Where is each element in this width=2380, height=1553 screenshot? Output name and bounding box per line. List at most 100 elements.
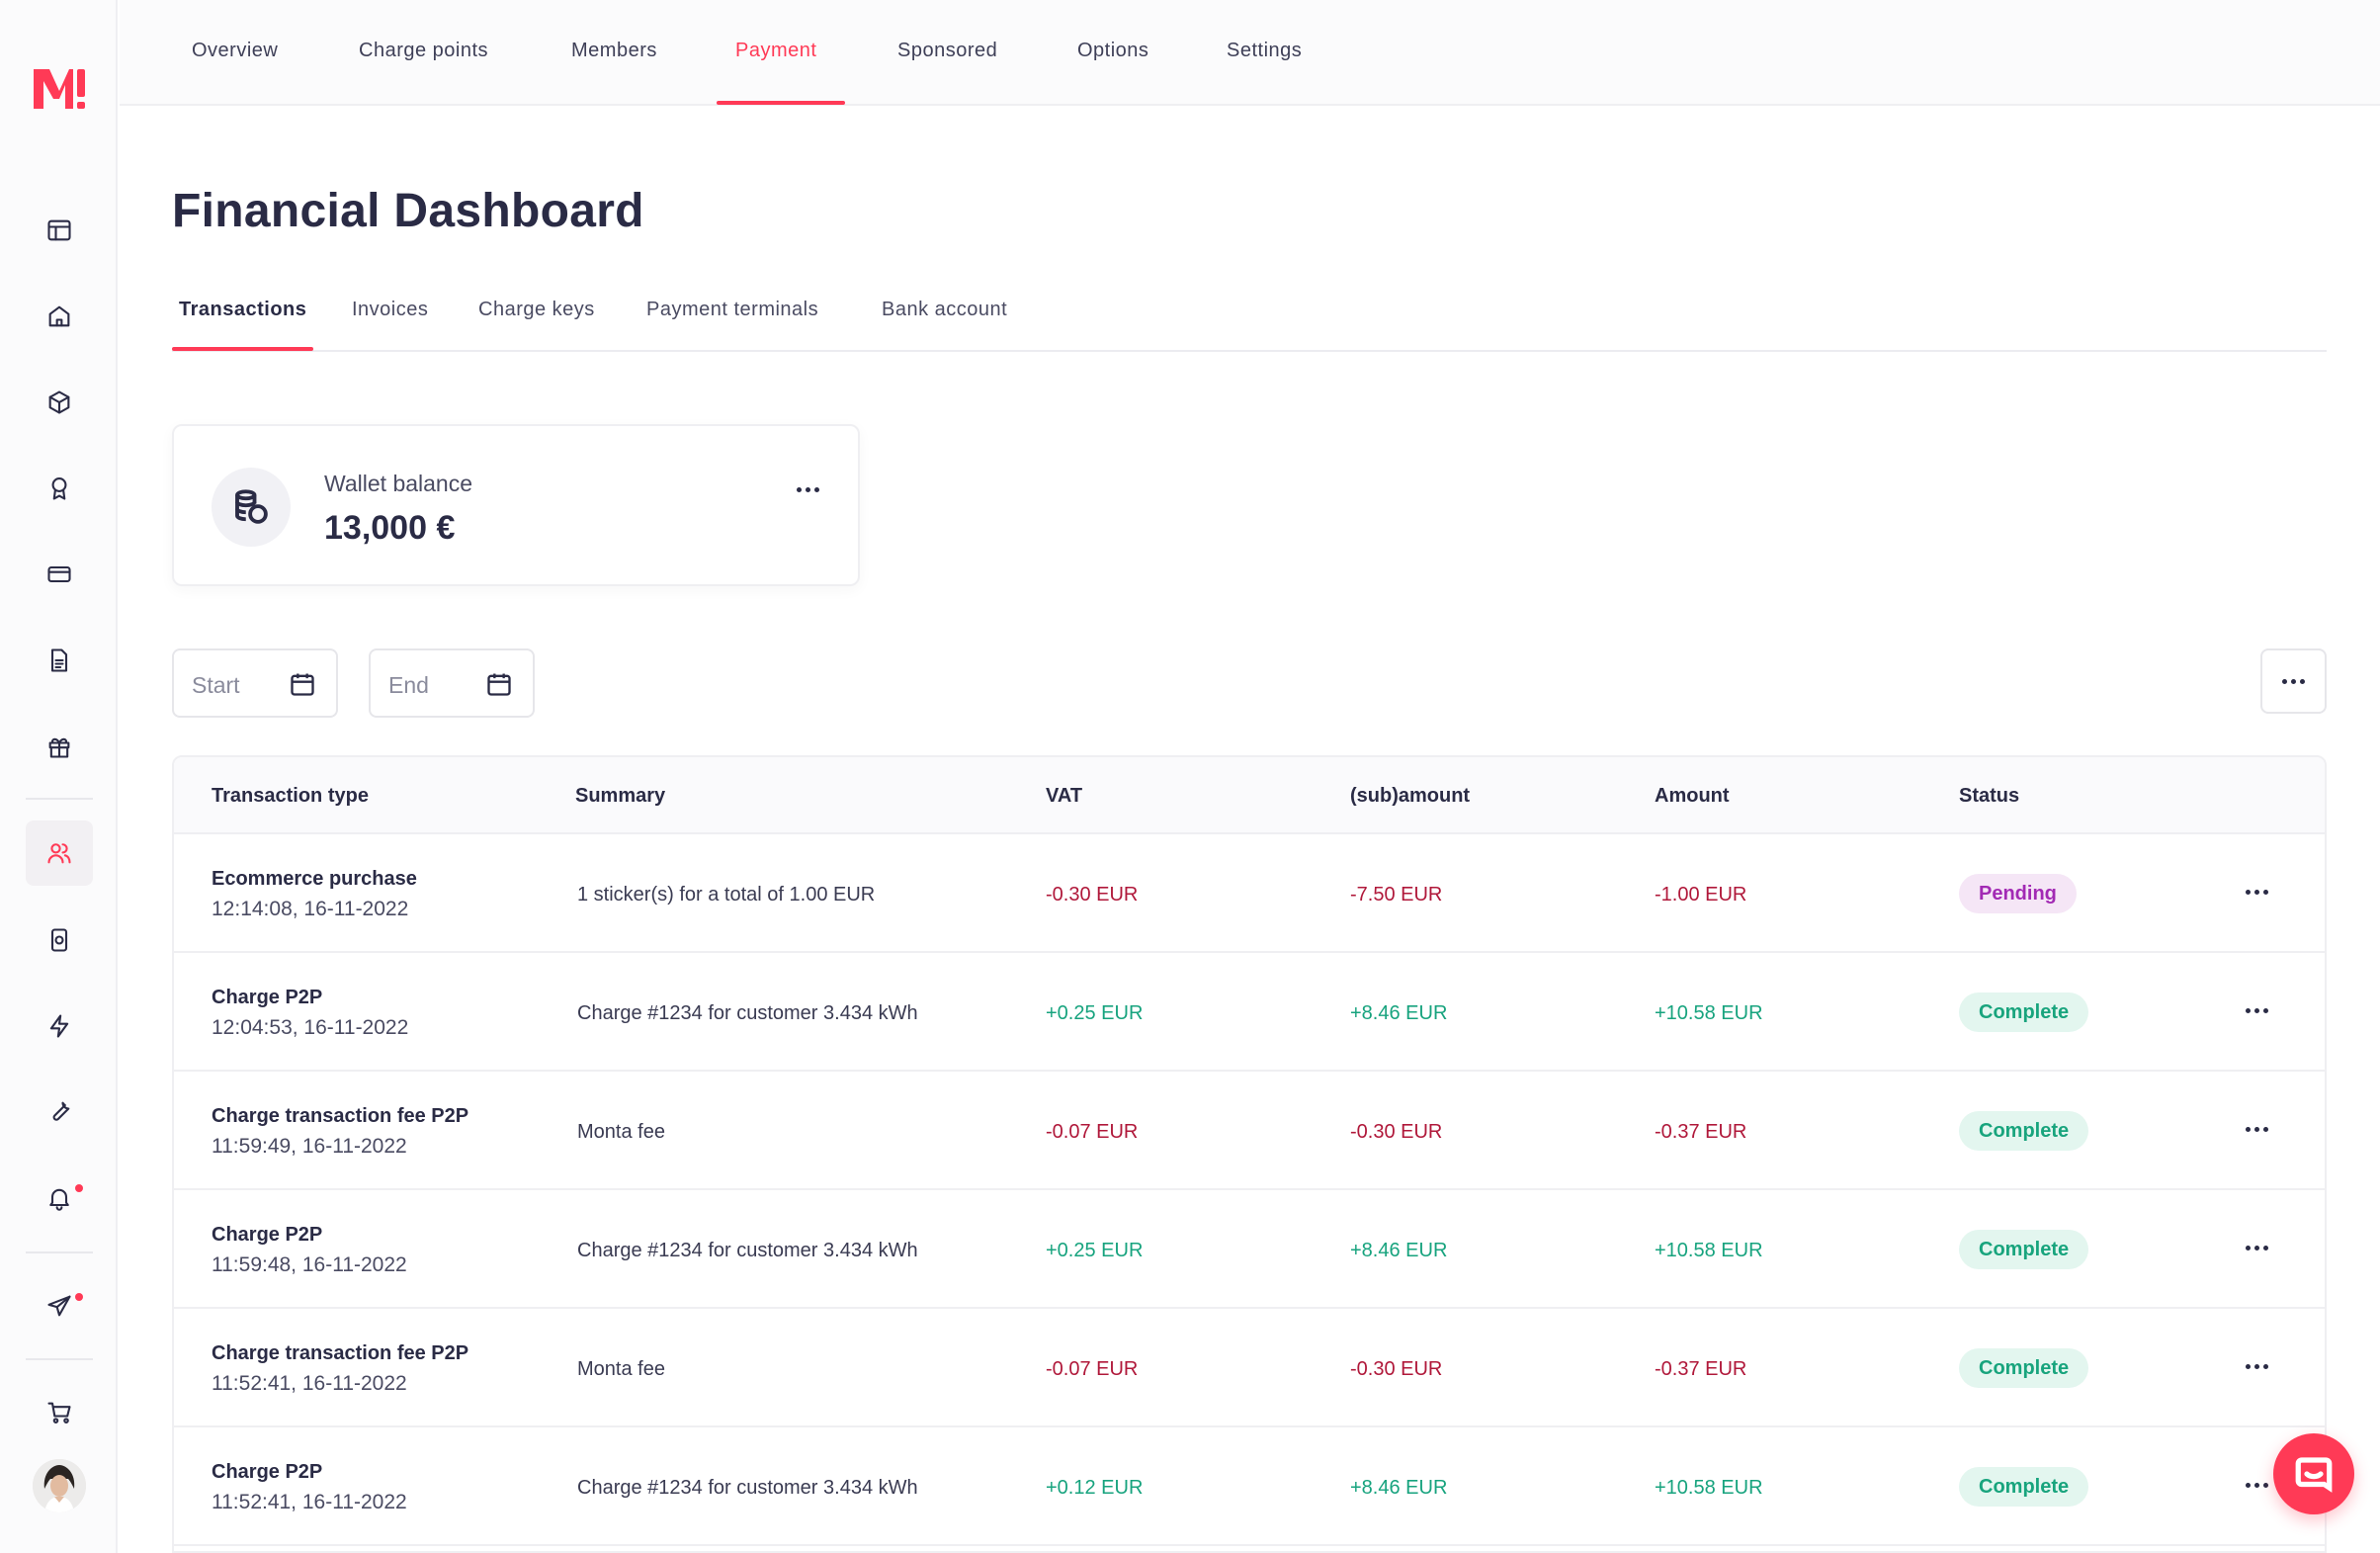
transaction-amount: -0.37 EUR xyxy=(1655,1121,1747,1143)
wallet-label: Wallet balance xyxy=(324,471,473,496)
row-more-icon[interactable] xyxy=(2240,1121,2274,1138)
members-icon[interactable] xyxy=(26,820,93,886)
nav-sponsored[interactable]: Sponsored xyxy=(897,40,998,61)
document-icon[interactable] xyxy=(26,628,93,693)
nav-options[interactable]: Options xyxy=(1077,40,1149,61)
transaction-summary: Charge #1234 for customer 3.434 kWh xyxy=(577,1477,918,1499)
end-date-field[interactable]: End xyxy=(369,648,535,718)
transaction-subamount: +8.46 EUR xyxy=(1350,1002,1448,1024)
transaction-amount: +10.58 EUR xyxy=(1655,1240,1763,1261)
page-title: Financial Dashboard xyxy=(172,185,644,237)
start-date-field[interactable]: Start xyxy=(172,648,338,718)
transaction-subamount: -0.30 EUR xyxy=(1350,1121,1443,1143)
tab-transactions[interactable]: Transactions xyxy=(179,299,307,320)
sidebar xyxy=(0,0,118,1553)
header-amount[interactable]: Amount xyxy=(1655,785,1730,807)
status-badge: Complete xyxy=(1959,1348,2089,1388)
bell-icon[interactable] xyxy=(26,1165,93,1231)
tab-invoices[interactable]: Invoices xyxy=(352,299,429,320)
gift-icon[interactable] xyxy=(26,714,93,779)
transaction-amount: +10.58 EUR xyxy=(1655,1477,1763,1499)
status-badge: Complete xyxy=(1959,1467,2089,1507)
transaction-type: Ecommerce purchase xyxy=(212,868,417,890)
tab-payment-terminals[interactable]: Payment terminals xyxy=(646,299,819,320)
transaction-type: Charge P2P xyxy=(212,987,323,1008)
sub-tabs: Transactions Invoices Charge keys Paymen… xyxy=(172,295,2327,352)
chat-icon xyxy=(2295,1457,2333,1493)
box-icon[interactable] xyxy=(26,370,93,435)
transaction-amount: -0.37 EUR xyxy=(1655,1358,1747,1380)
chat-button[interactable] xyxy=(2273,1433,2354,1514)
cart-icon[interactable] xyxy=(26,1380,93,1445)
row-more-icon[interactable] xyxy=(2240,1002,2274,1019)
sidebar-divider xyxy=(26,1251,93,1253)
credit-card-icon[interactable] xyxy=(26,542,93,607)
transaction-time: 12:14:08, 16-11-2022 xyxy=(212,898,409,920)
transaction-type: Charge P2P xyxy=(212,1224,323,1246)
transaction-subamount: +8.46 EUR xyxy=(1350,1240,1448,1261)
start-date-placeholder: Start xyxy=(192,672,240,698)
transaction-summary: 1 sticker(s) for a total of 1.00 EUR xyxy=(577,884,876,906)
header-vat[interactable]: VAT xyxy=(1046,785,1083,807)
table-row[interactable]: Charge P2P 11:59:48, 16-11-2022 Charge #12… xyxy=(174,1190,2325,1309)
notification-dot xyxy=(75,1293,83,1301)
home-icon[interactable] xyxy=(26,284,93,349)
transaction-subamount: +8.46 EUR xyxy=(1350,1477,1448,1499)
transaction-summary: Monta fee xyxy=(577,1121,665,1143)
table-row[interactable]: Ecommerce purchase 12:14:08, 16-11-2022 1 … xyxy=(174,834,2325,953)
transactions-table: Transaction type Summary VAT (sub)amount… xyxy=(172,755,2327,1553)
nav-settings[interactable]: Settings xyxy=(1227,40,1303,61)
transaction-vat: -0.07 EUR xyxy=(1046,1358,1139,1380)
table-header: Transaction type Summary VAT (sub)amount… xyxy=(174,757,2325,834)
nav-charge-points[interactable]: Charge points xyxy=(359,40,489,61)
nav-active-underline xyxy=(717,101,845,105)
status-badge: Complete xyxy=(1959,992,2089,1032)
award-icon[interactable] xyxy=(26,456,93,521)
nav-payment[interactable]: Payment xyxy=(735,40,817,61)
transaction-amount: +10.58 EUR xyxy=(1655,1002,1763,1024)
row-more-icon[interactable] xyxy=(2240,1358,2274,1375)
transaction-time: 11:59:49, 16-11-2022 xyxy=(212,1135,407,1158)
sidebar-divider xyxy=(26,1358,93,1360)
coins-icon xyxy=(212,468,291,547)
status-badge: Complete xyxy=(1959,1230,2089,1269)
dashboard-icon[interactable] xyxy=(26,198,93,263)
transaction-vat: -0.30 EUR xyxy=(1046,884,1139,906)
header-summary[interactable]: Summary xyxy=(575,785,666,807)
table-row[interactable]: Charge transaction fee P2P 11:52:41, 16-1… xyxy=(174,1309,2325,1427)
notification-dot xyxy=(75,1184,83,1192)
tab-active-underline xyxy=(172,347,313,351)
tab-bank-account[interactable]: Bank account xyxy=(882,299,1008,320)
nav-overview[interactable]: Overview xyxy=(192,40,279,61)
transaction-summary: Monta fee xyxy=(577,1358,665,1380)
transaction-summary: Charge #1234 for customer 3.434 kWh xyxy=(577,1002,918,1024)
lightning-icon[interactable] xyxy=(26,993,93,1059)
brand-logo[interactable] xyxy=(30,61,89,117)
transaction-time: 11:52:41, 16-11-2022 xyxy=(212,1491,407,1513)
table-row[interactable]: Charge transaction fee P2P 11:59:49, 16-1… xyxy=(174,1072,2325,1190)
header-subamount[interactable]: (sub)amount xyxy=(1350,785,1471,807)
tab-charge-keys[interactable]: Charge keys xyxy=(478,299,595,320)
transaction-subamount: -7.50 EUR xyxy=(1350,884,1443,906)
transaction-vat: +0.25 EUR xyxy=(1046,1002,1144,1024)
top-nav: Overview Charge points Members Payment S… xyxy=(120,0,2380,106)
transaction-time: 11:59:48, 16-11-2022 xyxy=(212,1253,407,1276)
row-more-icon[interactable] xyxy=(2240,1477,2274,1494)
header-transaction-type[interactable]: Transaction type xyxy=(212,785,369,807)
nav-members[interactable]: Members xyxy=(571,40,657,61)
avatar[interactable] xyxy=(33,1459,86,1512)
charger-icon[interactable] xyxy=(26,907,93,973)
header-status[interactable]: Status xyxy=(1959,785,2020,807)
table-more-button[interactable] xyxy=(2260,648,2327,714)
table-row[interactable]: Charge P2P 12:04:53, 16-11-2022 Charge #12… xyxy=(174,953,2325,1072)
wrench-icon[interactable] xyxy=(26,1079,93,1145)
table-row[interactable]: Charge P2P 11:52:41, 16-11-2022 Charge #12… xyxy=(174,1427,2325,1546)
wallet-more-icon[interactable] xyxy=(791,481,825,498)
transaction-subamount: -0.30 EUR xyxy=(1350,1358,1443,1380)
row-more-icon[interactable] xyxy=(2240,1240,2274,1256)
transaction-summary: Charge #1234 for customer 3.434 kWh xyxy=(577,1240,918,1261)
transaction-type: Charge P2P xyxy=(212,1461,323,1483)
row-more-icon[interactable] xyxy=(2240,884,2274,901)
send-icon[interactable] xyxy=(26,1273,93,1338)
calendar-icon xyxy=(487,673,511,696)
